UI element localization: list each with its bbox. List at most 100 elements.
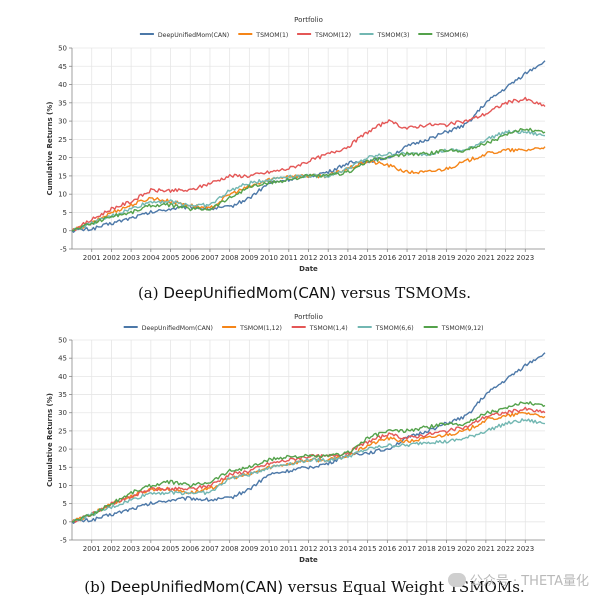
x-tick-label: 2013 [319, 545, 337, 553]
legend-title: Portfolio [294, 313, 323, 321]
chart-a: Portfolio DeepUnifiedMom(CAN) TSMOM(1) TSMO… [46, 16, 546, 273]
y-tick-label: 45 [58, 355, 67, 363]
x-tick-label: 2003 [122, 254, 140, 262]
legend-entry: DeepUnifiedMom(CAN) [123, 325, 213, 332]
legend-label: TSMOM(1,12) [239, 325, 282, 332]
x-tick-label: 2016 [378, 545, 396, 553]
x-tick-label: 2009 [240, 545, 258, 553]
x-tick-label: 2004 [142, 254, 160, 262]
x-tick-label: 2002 [103, 545, 121, 553]
x-tick-label: 2022 [497, 545, 515, 553]
y-tick-label: 5 [63, 500, 67, 508]
y-tick-label: 30 [58, 409, 67, 417]
x-tick-label: 2011 [280, 254, 298, 262]
chart-b: Portfolio DeepUnifiedMom(CAN) TSMOM(1,12) T… [46, 313, 546, 564]
legend-entry: TSMOM(3) [359, 32, 410, 39]
y-tick-label: 15 [58, 172, 67, 180]
y-tick-label: 30 [58, 118, 67, 126]
caption-b-prefix: (b) [84, 578, 111, 596]
y-tick-label: 20 [58, 154, 67, 162]
x-tick-label: 2021 [477, 254, 495, 262]
x-tick-label: 2005 [162, 545, 180, 553]
x-tick-label: 2011 [280, 545, 298, 553]
legend-entry: TSMOM(12) [297, 32, 351, 39]
x-tick-label: 2015 [359, 545, 377, 553]
x-tick-label: 2020 [457, 545, 475, 553]
x-tick-label: 2008 [221, 254, 239, 262]
legend-entry: TSMOM(1,12) [222, 325, 282, 332]
y-tick-label: 10 [58, 482, 67, 490]
series-line [71, 352, 546, 525]
y-tick-label: 5 [63, 209, 67, 217]
x-tick-label: 2002 [103, 254, 121, 262]
x-tick-label: 2015 [359, 254, 377, 262]
y-tick-label: -5 [60, 246, 67, 254]
y-tick-label: 20 [58, 446, 67, 454]
caption-a-prefix: (a) [137, 284, 164, 302]
x-tick-label: 2017 [398, 545, 416, 553]
legend-title: Portfolio [294, 16, 323, 24]
series-line [71, 418, 546, 523]
x-tick-label: 2001 [83, 545, 101, 553]
caption-b-subject: DeepUnifiedMom(CAN) [110, 578, 284, 596]
x-tick-label: 2022 [497, 254, 515, 262]
legend: DeepUnifiedMom(CAN) TSMOM(1,12) TSMOM(1,4)… [123, 325, 484, 332]
x-tick-label: 2006 [181, 545, 199, 553]
x-tick-label: 2006 [181, 254, 199, 262]
x-tick-label: 2005 [162, 254, 180, 262]
legend-label: TSMOM(9,12) [441, 325, 484, 332]
y-tick-label: 0 [63, 227, 67, 235]
x-tick-label: 2019 [438, 254, 456, 262]
x-tick-label: 2003 [122, 545, 140, 553]
legend-entry: TSMOM(1,4) [291, 325, 348, 332]
y-tick-label: 0 [63, 518, 67, 526]
legend-label: TSMOM(6) [435, 32, 468, 39]
y-tick-label: 15 [58, 464, 67, 472]
legend-entry: TSMOM(1) [238, 32, 288, 39]
series-group [71, 60, 546, 233]
legend-entry: TSMOM(9,12) [423, 325, 484, 332]
x-tick-label: 2012 [300, 254, 318, 262]
x-tick-label: 2020 [457, 254, 475, 262]
y-tick-label: 35 [58, 99, 67, 107]
wechat-icon [447, 572, 466, 587]
x-axis: 2001 2002 2003 2004 2005 2006 2007 2008 2009 2010… [83, 340, 534, 553]
y-tick-label: 40 [58, 373, 67, 381]
x-tick-label: 2009 [240, 254, 258, 262]
y-tick-label: 25 [58, 136, 67, 144]
y-tick-label: 50 [58, 337, 67, 345]
y-axis-label: Cumulative Returns (%) [46, 393, 54, 487]
x-tick-label: 2016 [378, 254, 396, 262]
legend-label: TSMOM(1,4) [309, 325, 348, 332]
legend-label: TSMOM(6,6) [375, 325, 414, 332]
legend-label: DeepUnifiedMom(CAN) [142, 325, 213, 332]
legend-label: TSMOM(3) [377, 32, 410, 39]
legend-label: TSMOM(12) [314, 32, 351, 39]
series-line [71, 127, 546, 232]
legend-label: TSMOM(1) [255, 32, 288, 39]
watermark: 公众号 · THETA量化 [447, 570, 589, 589]
x-tick-label: 2021 [477, 545, 495, 553]
y-axis-label: Cumulative Returns (%) [46, 102, 54, 196]
series-line [71, 401, 546, 523]
x-tick-label: 2018 [418, 254, 436, 262]
x-axis-label: Date [299, 265, 318, 273]
x-tick-label: 2004 [142, 545, 160, 553]
x-tick-label: 2010 [260, 254, 278, 262]
legend-entry: TSMOM(6,6) [357, 325, 414, 332]
y-tick-label: -5 [60, 537, 67, 545]
y-tick-label: 25 [58, 427, 67, 435]
caption-a-rest: versus TSMOMs. [336, 284, 472, 302]
x-axis-label: Date [299, 556, 318, 564]
x-tick-label: 2014 [339, 545, 357, 553]
legend-entry: TSMOM(6) [418, 32, 468, 39]
legend-label: DeepUnifiedMom(CAN) [158, 32, 229, 39]
x-tick-label: 2018 [418, 545, 436, 553]
y-tick-label: 40 [58, 81, 67, 89]
x-tick-label: 2010 [260, 545, 278, 553]
y-tick-label: 10 [58, 191, 67, 199]
legend: DeepUnifiedMom(CAN) TSMOM(1) TSMOM(12) TSMO… [139, 32, 468, 39]
x-tick-label: 2023 [516, 545, 534, 553]
series-line [71, 96, 546, 232]
legend-entry: DeepUnifiedMom(CAN) [139, 32, 229, 39]
